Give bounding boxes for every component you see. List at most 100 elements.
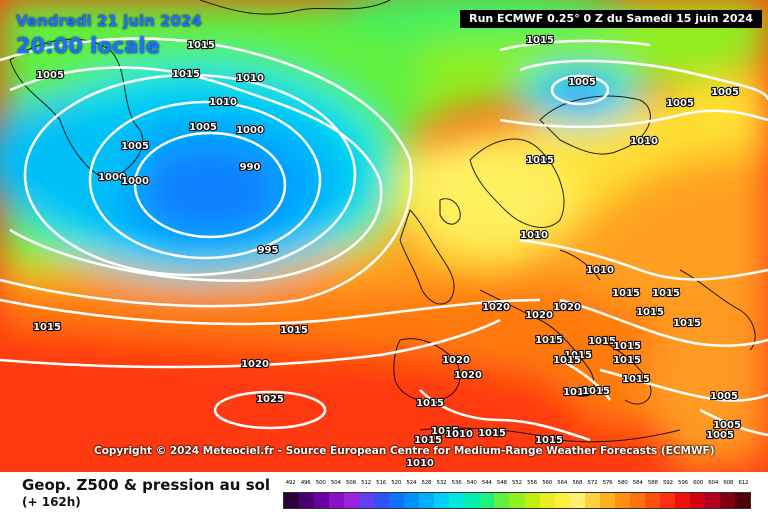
forecast-time: 20:00 locale	[16, 34, 160, 58]
legend-value: 572	[587, 480, 598, 486]
legend-value: 544	[481, 480, 492, 486]
legend-swatch	[404, 493, 420, 508]
legend-value: 580	[617, 480, 628, 486]
isobar-label: 1015	[478, 428, 506, 439]
legend-value: 592	[662, 480, 673, 486]
map-title: Geop. Z500 & pression au sol	[22, 476, 271, 494]
isobar-label: 1015	[613, 341, 641, 352]
isobar-label: 1015	[172, 69, 200, 80]
isobar-label: 1020	[553, 302, 581, 313]
map-footer: Geop. Z500 & pression au sol (+ 162h) 49…	[0, 472, 768, 512]
isobar-label: 1015	[280, 325, 308, 336]
legend-swatch	[614, 493, 630, 508]
legend-value: 564	[557, 480, 568, 486]
isobar-label: 1010	[520, 230, 548, 241]
legend-swatch	[314, 493, 330, 508]
legend-value: 496	[300, 480, 311, 486]
legend-value: 596	[678, 480, 688, 486]
isobar-label: 1015	[612, 288, 640, 299]
legend-swatch	[299, 493, 315, 508]
legend-value: 512	[361, 480, 371, 486]
isobar-label: 1015	[431, 426, 459, 437]
legend-value: 500	[315, 480, 326, 486]
geopotential-field	[0, 0, 768, 472]
isobar-label: 1015	[588, 336, 616, 347]
legend-swatch	[584, 493, 600, 508]
isobar-label: 1000	[121, 176, 149, 187]
isobar-label: 1010	[236, 73, 264, 84]
legend-swatch	[674, 493, 690, 508]
legend-value: 604	[708, 480, 719, 486]
legend-swatch	[509, 493, 525, 508]
isobar-label: 1015	[553, 355, 581, 366]
legend-value: 568	[572, 480, 583, 486]
legend-value: 536	[451, 480, 462, 486]
legend-value: 560	[542, 480, 553, 486]
model-run-label: Run ECMWF 0.25° 0 Z du Samedi 15 juin 20…	[460, 10, 762, 28]
legend-value: 508	[345, 480, 356, 486]
isobar-label: 1010	[406, 458, 434, 469]
legend-swatch	[689, 493, 705, 508]
legend-value: 520	[391, 480, 402, 486]
legend-swatch	[569, 493, 585, 508]
legend-swatch	[659, 493, 675, 508]
isobar-label: 1005	[710, 391, 738, 402]
isobar-label: 1000	[98, 172, 126, 183]
isobar-label: 1005	[706, 430, 734, 441]
forecast-date: Vendredi 21 juin 2024	[16, 12, 202, 30]
legend-value: 532	[436, 480, 447, 486]
isobar-label: 1010	[630, 136, 658, 147]
legend-swatch	[449, 493, 465, 508]
isobar-label: 1005	[36, 70, 64, 81]
legend-swatch	[344, 493, 360, 508]
legend-swatch	[374, 493, 390, 508]
legend-swatch	[434, 493, 450, 508]
isobar-label: 990	[240, 162, 261, 173]
legend-labels: 492 496 500 504 508 512 516 520 524 528 532 536 540 5…	[283, 480, 751, 490]
isobar-label: 1015	[535, 435, 563, 446]
legend-swatch	[539, 493, 555, 508]
isobar-label: 1005	[666, 98, 694, 109]
isobar-label: 1015	[526, 35, 554, 46]
legend-value: 540	[466, 480, 477, 486]
legend-value: 552	[512, 480, 522, 486]
isobar-label: 1020	[525, 310, 553, 321]
isobar-label: 1015	[622, 374, 650, 385]
legend-swatch	[524, 493, 540, 508]
isobars	[0, 37, 768, 442]
isobar-label: 1015	[673, 318, 701, 329]
isobar-label: 1020	[241, 359, 269, 370]
isobar-label: 1015	[33, 322, 61, 333]
legend-value: 524	[406, 480, 417, 486]
legend-swatch	[419, 493, 435, 508]
isobar-label: 1010	[586, 265, 614, 276]
isobar-label: 1020	[442, 355, 470, 366]
isobar-label: 1015	[535, 335, 563, 346]
isobar-label: 1005	[713, 420, 741, 431]
isobar-label: 1015	[564, 350, 592, 361]
isobar-label: 1005	[711, 87, 739, 98]
legend-swatch	[644, 493, 660, 508]
isobar-label: 1015	[526, 155, 554, 166]
legend-value: 492	[285, 480, 296, 486]
isobar-label: 1020	[482, 302, 510, 313]
legend-swatch	[464, 493, 480, 508]
legend-value: 608	[723, 480, 734, 486]
legend-swatch	[554, 493, 570, 508]
legend-swatch	[479, 493, 495, 508]
isobar-label: 1025	[256, 394, 284, 405]
legend-swatch	[359, 493, 375, 508]
isobar-label: 1020	[454, 370, 482, 381]
isobar-label: 1015	[563, 387, 591, 398]
legend-value: 576	[602, 480, 613, 486]
isobar-label: 1015	[187, 40, 215, 51]
legend-value: 548	[496, 480, 507, 486]
legend-swatch	[599, 493, 615, 508]
isobar-label: 1015	[414, 435, 442, 446]
isobar-label: 1015	[636, 307, 664, 318]
legend-swatch	[734, 493, 750, 508]
isobar-label: 1000	[236, 125, 264, 136]
legend-value: 584	[632, 480, 643, 486]
isobar-label: 1015	[416, 398, 444, 409]
